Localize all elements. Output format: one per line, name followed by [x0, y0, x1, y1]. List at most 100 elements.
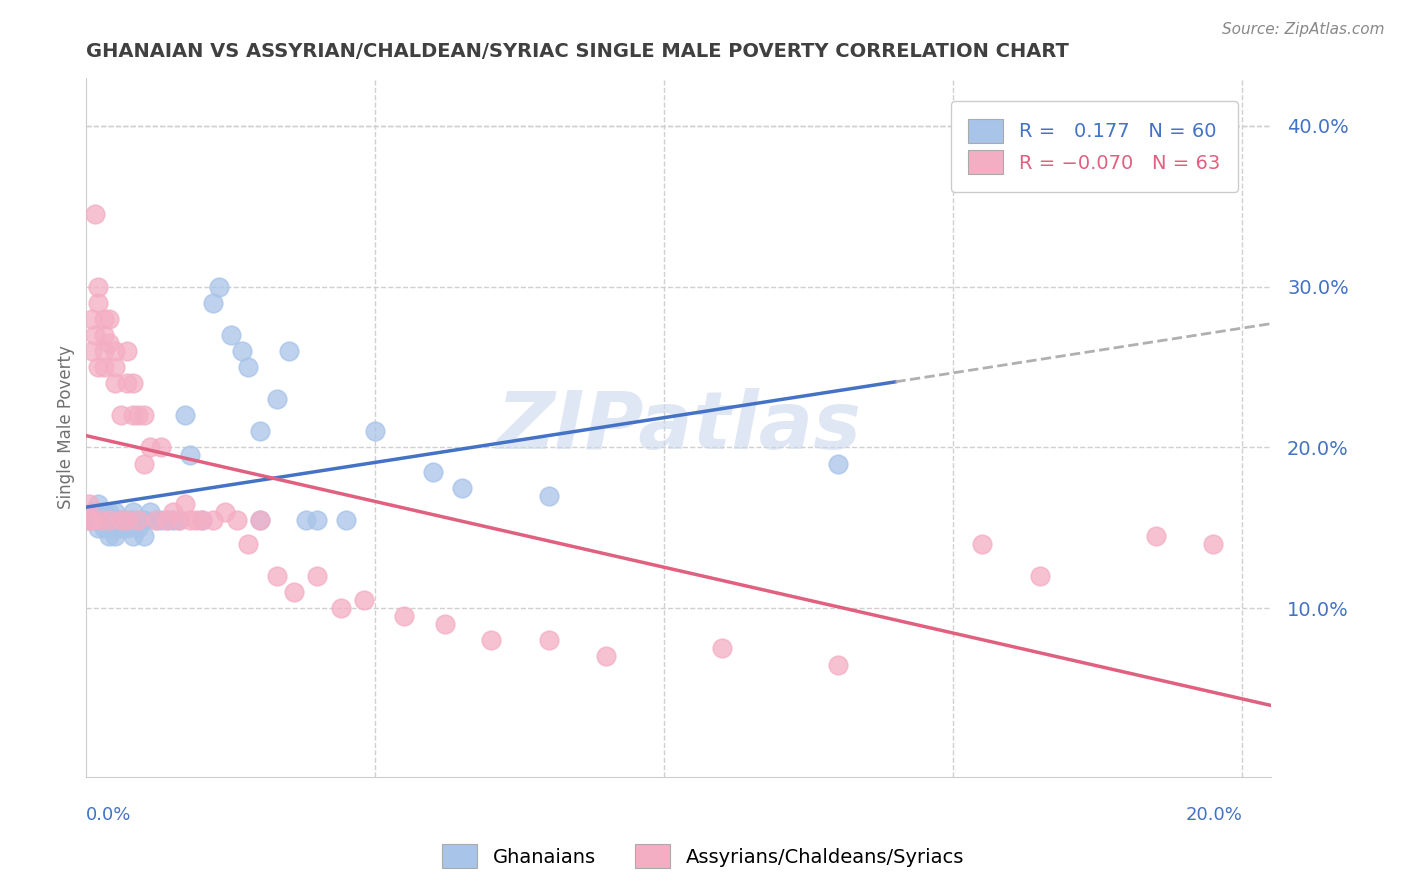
Point	[127, 409, 149, 423]
Point	[236, 537, 259, 551]
Point	[145, 513, 167, 527]
Point	[80, 505, 103, 519]
Point	[93, 505, 115, 519]
Point	[115, 513, 138, 527]
Point	[132, 513, 155, 527]
Text: Source: ZipAtlas.com: Source: ZipAtlas.com	[1222, 22, 1385, 37]
Point	[127, 513, 149, 527]
Point	[93, 513, 115, 527]
Point	[249, 425, 271, 439]
Point	[162, 513, 184, 527]
Point	[179, 449, 201, 463]
Point	[537, 489, 560, 503]
Point	[98, 335, 121, 350]
Text: ZIPatlas: ZIPatlas	[496, 388, 862, 467]
Point	[104, 529, 127, 543]
Point	[115, 513, 138, 527]
Point	[277, 343, 299, 358]
Point	[98, 513, 121, 527]
Point	[231, 343, 253, 358]
Point	[711, 641, 734, 656]
Point	[104, 513, 127, 527]
Point	[167, 513, 190, 527]
Point	[132, 457, 155, 471]
Text: 0.0%: 0.0%	[86, 806, 132, 824]
Point	[87, 279, 110, 293]
Point	[139, 505, 162, 519]
Point	[249, 513, 271, 527]
Point	[84, 505, 107, 519]
Y-axis label: Single Male Poverty: Single Male Poverty	[58, 345, 75, 509]
Point	[479, 633, 502, 648]
Point	[93, 521, 115, 535]
Point	[93, 343, 115, 358]
Point	[80, 343, 103, 358]
Point	[127, 521, 149, 535]
Point	[84, 327, 107, 342]
Point	[98, 513, 121, 527]
Point	[353, 593, 375, 607]
Point	[249, 513, 271, 527]
Point	[208, 279, 231, 293]
Point	[110, 513, 132, 527]
Point	[1144, 529, 1167, 543]
Point	[121, 505, 143, 519]
Point	[110, 513, 132, 527]
Point	[115, 343, 138, 358]
Point	[80, 311, 103, 326]
Point	[80, 513, 103, 527]
Point	[90, 505, 112, 519]
Point	[98, 505, 121, 519]
Point	[364, 425, 387, 439]
Point	[104, 376, 127, 390]
Point	[110, 409, 132, 423]
Point	[104, 505, 127, 519]
Point	[127, 513, 149, 527]
Point	[295, 513, 318, 527]
Point	[115, 376, 138, 390]
Point	[451, 481, 474, 495]
Point	[110, 513, 132, 527]
Point	[202, 295, 225, 310]
Point	[104, 521, 127, 535]
Text: GHANAIAN VS ASSYRIAN/CHALDEAN/SYRIAC SINGLE MALE POVERTY CORRELATION CHART: GHANAIAN VS ASSYRIAN/CHALDEAN/SYRIAC SIN…	[86, 42, 1069, 61]
Point	[307, 513, 329, 527]
Point	[173, 409, 195, 423]
Point	[335, 513, 357, 527]
Point	[329, 601, 352, 615]
Point	[1029, 569, 1052, 583]
Point	[121, 376, 143, 390]
Point	[90, 513, 112, 527]
Point	[84, 513, 107, 527]
Point	[77, 513, 100, 527]
Point	[1202, 537, 1225, 551]
Point	[827, 457, 849, 471]
Point	[150, 441, 173, 455]
Point	[283, 585, 305, 599]
Point	[104, 343, 127, 358]
Point	[214, 505, 236, 519]
Point	[392, 609, 415, 624]
Point	[121, 409, 143, 423]
Point	[184, 513, 207, 527]
Point	[87, 513, 110, 527]
Point	[84, 207, 107, 221]
Point	[98, 529, 121, 543]
Legend: Ghanaians, Assyrians/Chaldeans/Syriacs: Ghanaians, Assyrians/Chaldeans/Syriacs	[433, 835, 973, 878]
Point	[104, 359, 127, 374]
Point	[433, 617, 456, 632]
Point	[422, 465, 444, 479]
Legend: R =   0.177   N = 60, R = −0.070   N = 63: R = 0.177 N = 60, R = −0.070 N = 63	[950, 102, 1237, 192]
Point	[827, 657, 849, 672]
Point	[156, 513, 179, 527]
Point	[87, 359, 110, 374]
Point	[93, 513, 115, 527]
Point	[139, 441, 162, 455]
Point	[167, 513, 190, 527]
Point	[121, 529, 143, 543]
Point	[93, 311, 115, 326]
Point	[87, 295, 110, 310]
Point	[87, 521, 110, 535]
Point	[121, 513, 143, 527]
Point	[595, 649, 617, 664]
